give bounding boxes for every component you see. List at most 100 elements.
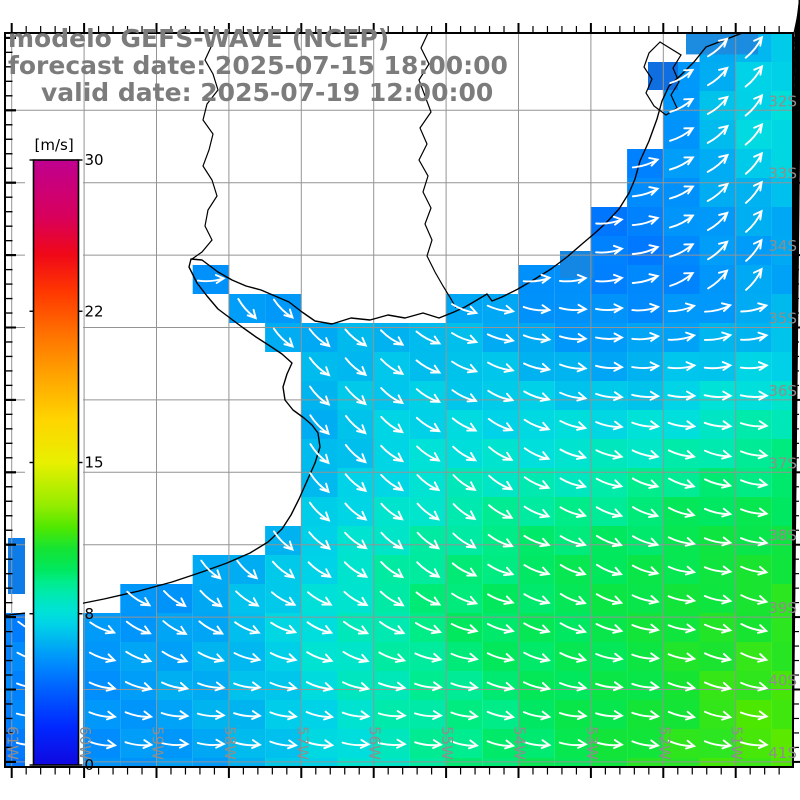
sea-cell (5, 671, 12, 700)
sea-cell (699, 642, 736, 671)
wind-arrow (124, 681, 153, 692)
sea-cell (518, 613, 555, 642)
wind-arrow (739, 739, 769, 749)
wind-arrow (523, 476, 551, 490)
wind-arrow (740, 302, 769, 313)
sea-cell (409, 526, 447, 555)
sea-cell (771, 671, 793, 700)
sea-cell (663, 729, 700, 758)
sea-cell (373, 671, 410, 700)
wind-arrow (667, 594, 697, 605)
sea-cell (735, 555, 772, 584)
wind-arrow (378, 651, 407, 663)
wind-arrow (744, 93, 764, 117)
wind-arrow (306, 651, 334, 664)
sea-cell (228, 642, 266, 671)
sea-cell (156, 642, 193, 671)
sea-cell (337, 410, 374, 439)
colorbar-tick-label: 22 (85, 302, 104, 320)
sea-cell (735, 91, 772, 120)
sea-cell (627, 265, 664, 294)
wind-arrow (667, 420, 697, 431)
wind-arrow (704, 681, 733, 692)
wind-arrow (487, 389, 515, 403)
wind-arrow (523, 593, 551, 606)
sea-cell (301, 381, 338, 410)
wind-arrow (307, 561, 332, 578)
sea-cell (265, 729, 302, 758)
sea-cell (409, 410, 447, 439)
wind-arrow (706, 182, 730, 202)
wind-arrow (523, 534, 551, 548)
wind-arrow (706, 124, 730, 144)
wind-arrow (451, 417, 478, 432)
lat-label: 36S (768, 382, 797, 400)
sea-cell (771, 642, 793, 671)
wind-arrow (344, 502, 368, 521)
wind-arrow (197, 651, 226, 663)
sea-cell (735, 613, 772, 642)
sea-cell (554, 526, 591, 555)
sea-cell (735, 642, 772, 671)
wind-arrow (669, 127, 695, 142)
sea-cell (699, 758, 736, 767)
wind-arrow (631, 215, 660, 227)
wind-arrow (631, 449, 660, 460)
wind-arrow (236, 559, 259, 580)
sea-cell (663, 294, 700, 323)
river-line (418, 33, 457, 309)
sea-cell (446, 613, 483, 642)
sea-cell (627, 613, 664, 642)
wind-arrow (414, 710, 444, 720)
sea-cell (627, 584, 664, 613)
wind-arrow (308, 356, 331, 377)
wind-arrow (523, 447, 551, 461)
wind-arrow (667, 739, 697, 750)
sea-cell (771, 729, 793, 758)
sea-cell (735, 294, 772, 323)
lon-label: 51W (728, 726, 746, 760)
wind-arrow (160, 710, 190, 721)
wind-arrow (415, 416, 441, 433)
sea-cell (771, 497, 793, 526)
sea-cell (265, 671, 302, 700)
wind-arrow (416, 474, 441, 492)
sea-cell (446, 729, 483, 758)
wind-arrow (344, 531, 368, 550)
wind-arrow (559, 535, 587, 548)
wind-arrow (272, 530, 294, 552)
sea-cell (373, 381, 410, 410)
wind-arrow (380, 329, 405, 346)
wind-arrow (523, 390, 551, 402)
sea-cell (554, 468, 591, 497)
sea-cell (735, 410, 772, 439)
sea-cell (409, 671, 447, 700)
sea-cell (301, 468, 338, 497)
wind-arrow (162, 620, 188, 635)
sea-cell (409, 497, 447, 526)
sea-cell (518, 294, 555, 323)
lagoon-water-cell (722, 33, 758, 55)
wind-arrow (125, 620, 152, 635)
wind-arrow (450, 710, 479, 721)
wind-arrow (344, 473, 368, 493)
wind-arrow (558, 303, 588, 314)
sea-cell (590, 526, 628, 555)
wind-arrow (595, 273, 624, 284)
wind-arrow (271, 560, 296, 579)
wind-arrow (703, 623, 733, 634)
sea-cell (627, 555, 664, 584)
wind-arrow (559, 681, 588, 692)
wind-arrow (487, 417, 514, 432)
wind-arrow (703, 536, 733, 547)
coastline-layer (5, 33, 745, 617)
sea-cell (699, 439, 736, 468)
sea-cell (663, 207, 700, 236)
wind-arrow (88, 710, 118, 721)
latlon-grid (5, 33, 793, 767)
wind-arrow (88, 681, 117, 692)
lon-label: 55W (438, 726, 456, 760)
wind-arrow (342, 650, 370, 664)
colorbar-bar (32, 159, 80, 766)
